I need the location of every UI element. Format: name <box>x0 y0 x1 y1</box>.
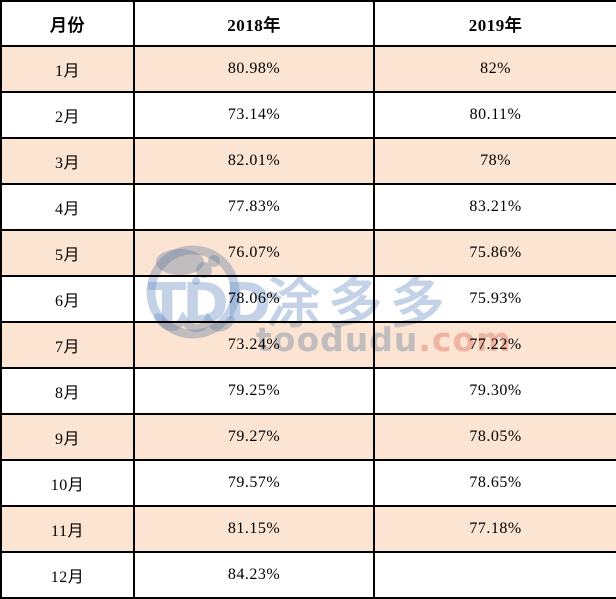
month-cell: 11月 <box>0 505 135 553</box>
value-2018-cell: 79.57% <box>133 459 375 507</box>
month-cell: 9月 <box>0 413 135 461</box>
value-2019-cell: 82% <box>373 45 616 93</box>
value-2018-cell: 82.01% <box>133 137 375 185</box>
value-2018-cell: 77.83% <box>133 183 375 231</box>
value-2019-cell: 78% <box>373 137 616 185</box>
value-2018-cell: 73.14% <box>133 91 375 139</box>
col-header-month: 月份 <box>0 0 135 47</box>
col-header-2018: 2018年 <box>133 0 375 47</box>
table-row-nov: 11月 81.15% 77.18% <box>0 505 616 553</box>
month-cell: 8月 <box>0 367 135 415</box>
table-row-sep: 9月 79.27% 78.05% <box>0 413 616 461</box>
value-2019-cell: 80.11% <box>373 91 616 139</box>
table-row-jan: 1月 80.98% 82% <box>0 45 616 93</box>
value-2018-cell: 80.98% <box>133 45 375 93</box>
value-2019-cell: 75.93% <box>373 275 616 323</box>
table-row-jul: 7月 73.24% 77.22% <box>0 321 616 369</box>
value-2019-cell: 78.65% <box>373 459 616 507</box>
value-2019-cell: 78.05% <box>373 413 616 461</box>
value-2019-cell: 79.30% <box>373 367 616 415</box>
table-row-oct: 10月 79.57% 78.65% <box>0 459 616 507</box>
table-row-dec: 12月 84.23% <box>0 551 616 599</box>
value-2018-cell: 79.27% <box>133 413 375 461</box>
value-2019-cell: 77.22% <box>373 321 616 369</box>
value-2018-cell: 76.07% <box>133 229 375 277</box>
month-cell: 10月 <box>0 459 135 507</box>
month-cell: 3月 <box>0 137 135 185</box>
month-cell: 4月 <box>0 183 135 231</box>
value-2019-cell: 75.86% <box>373 229 616 277</box>
value-2018-cell: 79.25% <box>133 367 375 415</box>
table-row-jun: 6月 78.06% 75.93% <box>0 275 616 323</box>
month-cell: 1月 <box>0 45 135 93</box>
value-2018-cell: 84.23% <box>133 551 375 599</box>
value-2018-cell: 81.15% <box>133 505 375 553</box>
value-2018-cell: 78.06% <box>133 275 375 323</box>
value-2019-cell: 83.21% <box>373 183 616 231</box>
table-row-apr: 4月 77.83% 83.21% <box>0 183 616 231</box>
value-2019-cell: 77.18% <box>373 505 616 553</box>
col-header-2019: 2019年 <box>373 0 616 47</box>
month-cell: 7月 <box>0 321 135 369</box>
table-row-aug: 8月 79.25% 79.30% <box>0 367 616 415</box>
table-row-may: 5月 76.07% 75.86% <box>0 229 616 277</box>
table-row-feb: 2月 73.14% 80.11% <box>0 91 616 139</box>
month-cell: 2月 <box>0 91 135 139</box>
value-2019-cell <box>373 551 616 599</box>
value-2018-cell: 73.24% <box>133 321 375 369</box>
header-row: 月份 2018年 2019年 <box>0 0 616 47</box>
month-cell: 5月 <box>0 229 135 277</box>
table-row-mar: 3月 82.01% 78% <box>0 137 616 185</box>
month-cell: 12月 <box>0 551 135 599</box>
month-cell: 6月 <box>0 275 135 323</box>
